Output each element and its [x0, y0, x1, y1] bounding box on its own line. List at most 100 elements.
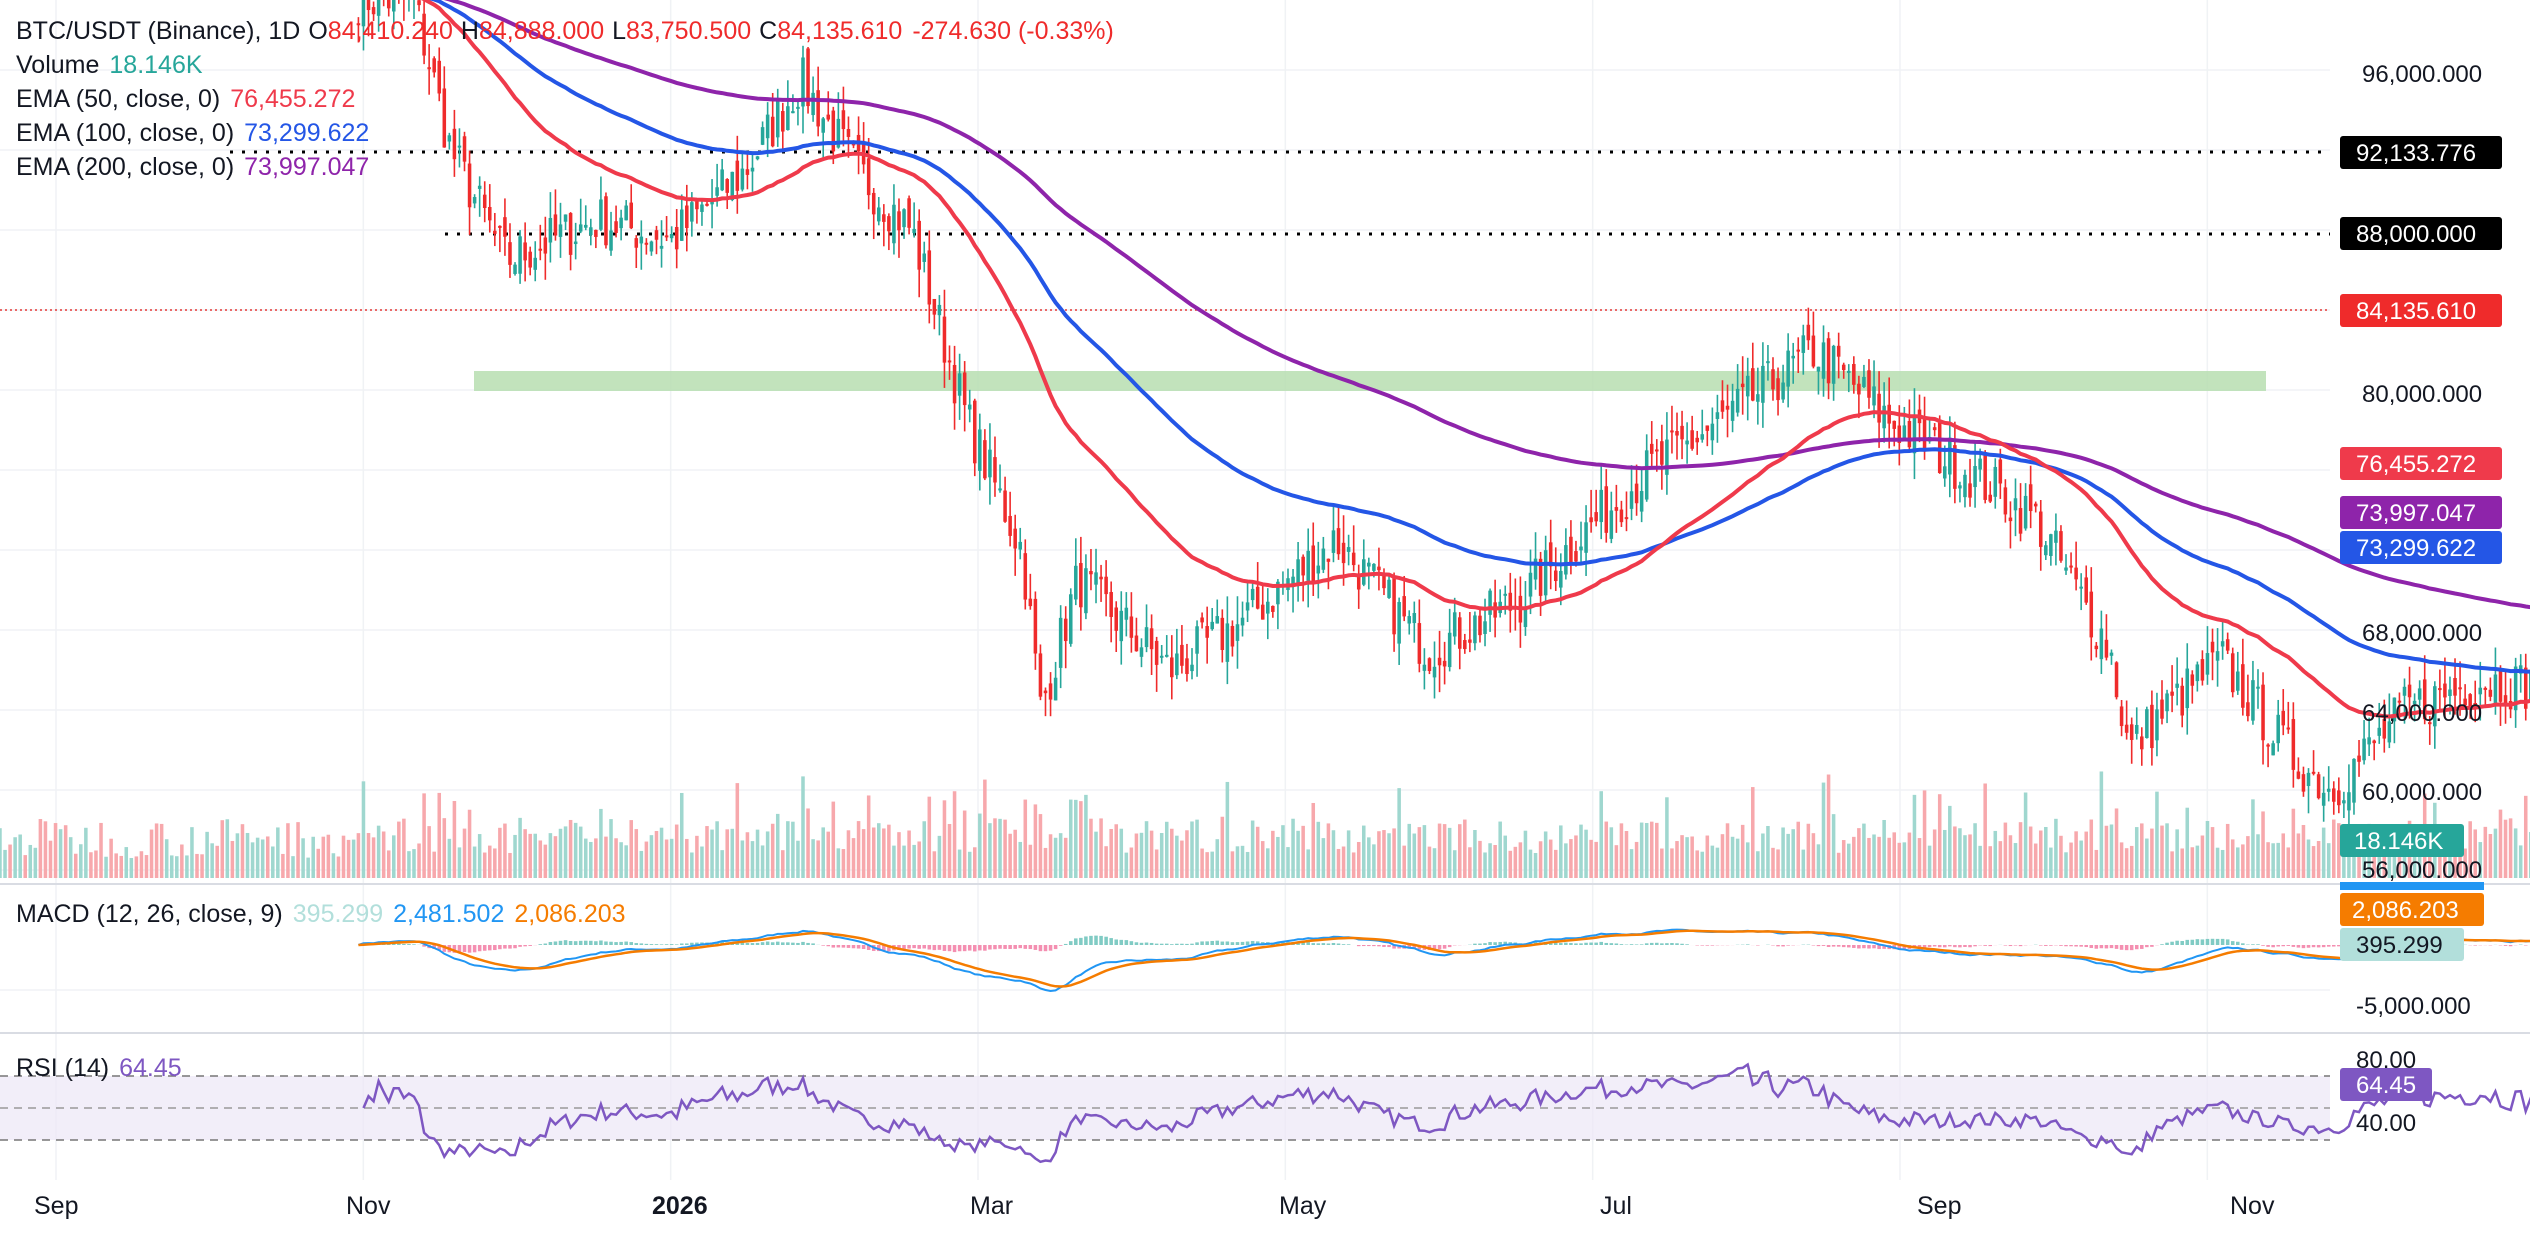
macd-hist-bar	[882, 945, 886, 952]
volume-bar	[2513, 828, 2518, 878]
candle-body	[1260, 604, 1265, 620]
ema200-legend[interactable]: EMA (200, close, 0) 73,997.047	[16, 150, 379, 184]
ohlc-legend[interactable]: BTC/USDT (Binance), 1D O84,410.240 H84,888…	[16, 14, 1124, 48]
ema100-legend[interactable]: EMA (100, close, 0) 73,299.622	[16, 116, 379, 150]
candle-body	[1048, 683, 1053, 700]
candle-body	[786, 106, 790, 131]
ema200-line[interactable]	[358, 0, 2530, 647]
candle-body	[2246, 702, 2250, 717]
candle-body	[1382, 575, 1386, 589]
volume-bar	[1397, 788, 1401, 878]
candle-body	[2473, 702, 2477, 705]
macd-hist-bar	[2150, 945, 2154, 947]
volume-bar	[1139, 832, 1144, 878]
volume-bar	[2326, 843, 2331, 878]
volume-bar	[306, 857, 310, 878]
candle-body	[528, 251, 532, 268]
ema50-line[interactable]	[358, 0, 2530, 719]
volume-bar	[2316, 840, 2321, 878]
macd-hist-bar	[1205, 941, 1209, 945]
volume-bar	[281, 853, 285, 878]
volume-bar	[523, 829, 527, 878]
volume-bar	[331, 853, 336, 878]
candle-body	[1402, 596, 1406, 617]
volume-bar	[1468, 847, 1472, 878]
macd-hist-bar	[472, 945, 477, 953]
signal-value: 2,086.203	[514, 900, 626, 928]
price-axis[interactable]: 96,000.000 80,000.000 68,000.000 64,000.…	[2356, 61, 2482, 1137]
time-tick: Sep	[34, 1192, 78, 1220]
volume-bar	[2049, 847, 2053, 878]
rsi-legend[interactable]: RSI (14) 64.45	[16, 1051, 192, 1085]
candle-body	[1826, 338, 1831, 384]
macd-hist-bar	[1948, 945, 1952, 947]
volume-bar	[2069, 842, 2073, 878]
volume-legend[interactable]: Volume 18.146K	[16, 48, 213, 82]
volume-bar	[3, 849, 7, 878]
macd-hist-bar	[1185, 943, 1189, 945]
volume-bar	[2503, 819, 2508, 878]
volume-bar	[1821, 782, 1826, 878]
volume-bar	[361, 781, 366, 878]
macd-hist-bar	[1195, 942, 1199, 945]
macd-hist-bar	[1437, 945, 1442, 950]
volume-bar	[2114, 808, 2119, 878]
volume-bar	[104, 856, 108, 878]
volume-bar	[821, 827, 825, 878]
time-axis[interactable]: Sep Nov 2026 Mar May Jul Sep Nov	[34, 1192, 2275, 1220]
volume-bar	[18, 834, 22, 878]
candle-body	[962, 372, 967, 406]
candle-body	[2044, 545, 2048, 556]
volume-bar	[2089, 819, 2094, 878]
macd-hist-bar	[993, 945, 997, 950]
ema100-line[interactable]	[358, 0, 2530, 691]
candle-body	[1079, 563, 1083, 608]
macd-hist-bar	[2271, 945, 2275, 948]
volume-bar	[1518, 842, 1523, 878]
macd-legend[interactable]: MACD (12, 26, close, 9) 395.299 2,481.502 2…	[16, 897, 636, 931]
tag-hist: 395.299	[2340, 928, 2464, 961]
volume-bar	[674, 824, 679, 878]
volume-bar	[1715, 847, 1720, 878]
volume-bar	[1220, 816, 1225, 878]
macd-hist-bar	[1225, 941, 1230, 945]
candle-body	[871, 192, 876, 215]
macd-hist-bar	[846, 945, 851, 948]
macd-hist-bar	[1705, 945, 1710, 946]
candle-body	[2200, 659, 2205, 681]
signal-line[interactable]	[358, 914, 2530, 988]
macd-hist-bar	[452, 945, 457, 953]
candle-body	[1665, 439, 1669, 475]
candle-body	[2170, 691, 2174, 696]
volume-bar	[2134, 827, 2139, 878]
volume-bar	[2054, 818, 2058, 878]
candle-body	[2453, 677, 2457, 696]
time-tick: Jul	[1600, 1192, 1632, 1220]
candle-body	[2468, 694, 2472, 707]
volume-bar	[1639, 822, 1644, 878]
candle-body	[1922, 418, 1927, 452]
macd-hist-bar	[1473, 943, 1477, 945]
volume-bar	[775, 813, 780, 878]
macd-hist-bar	[1346, 944, 1351, 945]
ema50-legend[interactable]: EMA (50, close, 0) 76,455.272	[16, 82, 365, 116]
candlesticks[interactable]	[356, 0, 2530, 830]
macd-hist-bar	[639, 943, 644, 945]
candle-body	[2458, 687, 2462, 690]
candle-body	[452, 128, 457, 160]
macd-hist-bar	[1094, 935, 1098, 945]
volume-bar	[13, 837, 17, 878]
volume-bar	[2332, 819, 2336, 878]
volume-bar	[1447, 827, 1452, 878]
candle-body	[1730, 400, 1735, 421]
volume-bar	[2251, 799, 2255, 878]
volume-bar	[705, 826, 709, 878]
volume-bar	[942, 800, 947, 878]
candle-body	[2165, 693, 2169, 712]
volume-bar	[1675, 841, 1679, 878]
candle-body	[765, 114, 770, 139]
rsi-line[interactable]	[362, 1055, 2530, 1164]
volume-bar	[1164, 821, 1169, 878]
volume-bar	[159, 823, 164, 878]
